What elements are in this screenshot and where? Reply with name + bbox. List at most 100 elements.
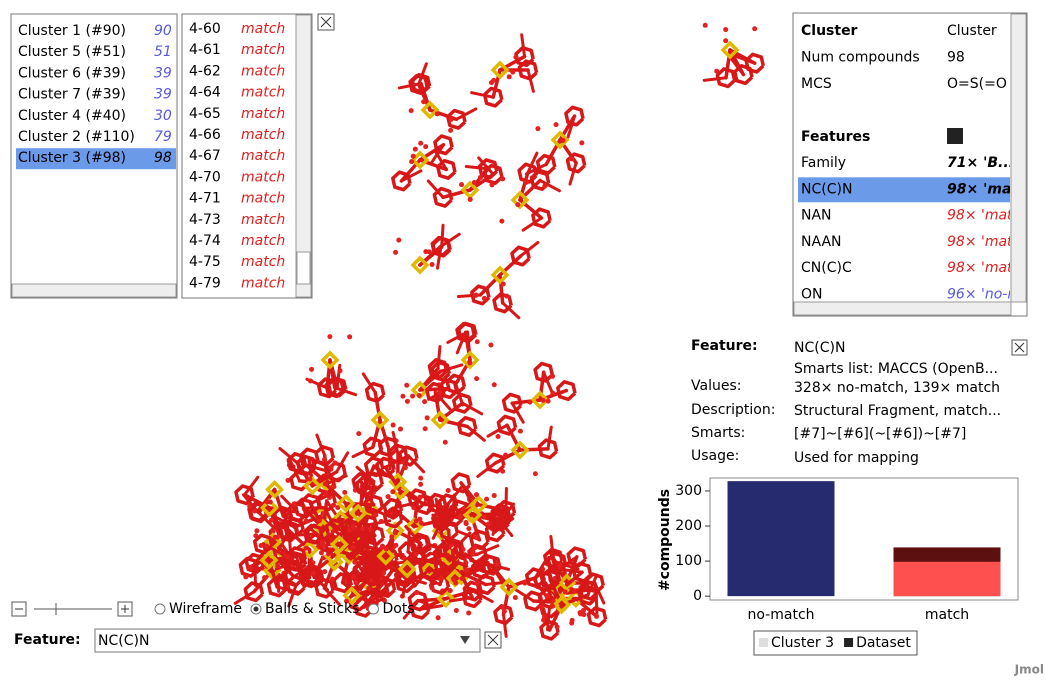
feature-key[interactable]: NAAN: [801, 234, 842, 250]
compound-id[interactable]: 4-71: [189, 191, 221, 207]
compound-value: match: [241, 85, 285, 101]
cluster-name[interactable]: Cluster 3 (#98): [18, 150, 126, 166]
atom: [391, 423, 396, 428]
atom: [409, 159, 414, 164]
compound-id[interactable]: 4-74: [189, 233, 221, 249]
compound-id[interactable]: 4-70: [189, 169, 221, 185]
display-mode[interactable]: Balls & Sticks: [265, 601, 359, 617]
molecule[interactable]: [393, 225, 459, 272]
atom: [522, 581, 527, 586]
atom: [466, 610, 471, 615]
feature-feature: NC(C)N: [794, 340, 845, 356]
compound-id[interactable]: 4-60: [189, 21, 221, 37]
feature-key[interactable]: NC(C)N: [801, 181, 852, 197]
atom: [581, 608, 586, 613]
atom: [351, 524, 356, 529]
atom: [594, 614, 599, 619]
atom: [411, 154, 416, 159]
atom: [413, 552, 418, 557]
atom: [356, 431, 361, 436]
feature-smarts-list: Smarts list: MACCS (OpenB...: [794, 361, 998, 377]
bond: [522, 35, 525, 57]
molecule[interactable]: [458, 242, 537, 317]
molecule[interactable]: [483, 556, 547, 636]
compound-id[interactable]: 4-75: [189, 254, 221, 270]
molecule[interactable]: [703, 23, 764, 87]
cluster-name[interactable]: Cluster 2 (#110): [18, 129, 135, 145]
radio-button[interactable]: [155, 604, 165, 614]
atom: [550, 604, 555, 609]
atom: [714, 69, 719, 74]
atom: [546, 399, 551, 404]
cluster-name[interactable]: Cluster 1 (#90): [18, 23, 126, 39]
atom: [307, 477, 312, 482]
atom: [321, 543, 326, 548]
compound-value: match: [241, 169, 285, 185]
molecule[interactable]: [307, 334, 356, 396]
features-header: Features: [801, 129, 870, 145]
table-key: Num compounds: [801, 50, 920, 66]
atom: [360, 526, 365, 531]
atom: [492, 382, 497, 387]
cluster-name[interactable]: Cluster 7 (#39): [18, 87, 126, 103]
cluster-name[interactable]: Cluster 5 (#51): [18, 44, 126, 60]
feature-key[interactable]: CN(C)C: [801, 260, 852, 276]
atom: [350, 545, 355, 550]
compound-id[interactable]: 4-61: [189, 42, 221, 58]
atom: [466, 526, 471, 531]
compound-id[interactable]: 4-73: [189, 212, 221, 228]
feature-key[interactable]: ON: [801, 287, 823, 303]
bond: [291, 534, 313, 535]
feature-key[interactable]: NAN: [801, 208, 832, 224]
feature-key[interactable]: Family: [801, 155, 846, 171]
compound-id[interactable]: 4-65: [189, 106, 221, 122]
compound-id[interactable]: 4-62: [189, 63, 221, 79]
bond: [528, 70, 533, 91]
molecule[interactable]: [472, 35, 537, 106]
feature-value: 71× 'B...: [947, 155, 1014, 171]
h-scrollbar[interactable]: [12, 284, 176, 297]
compound-id[interactable]: 4-66: [189, 127, 221, 143]
compound-id[interactable]: 4-67: [189, 148, 221, 164]
sort-button[interactable]: [947, 128, 963, 144]
table-value: O=S(=O: [947, 76, 1007, 92]
atom: [409, 108, 414, 113]
display-mode[interactable]: Wireframe: [169, 601, 242, 617]
atom: [404, 383, 409, 388]
atom: [327, 334, 332, 339]
display-mode[interactable]: Dots: [382, 601, 414, 617]
atom: [423, 426, 428, 431]
v-scrollbar[interactable]: [1011, 14, 1026, 302]
molecule[interactable]: [399, 64, 475, 133]
molecule[interactable]: [447, 323, 497, 405]
compound-id[interactable]: 4-64: [189, 85, 221, 101]
atom: [435, 111, 440, 116]
compound-id[interactable]: 4-79: [189, 275, 221, 291]
slider[interactable]: [34, 603, 112, 615]
scroll-thumb[interactable]: [297, 252, 310, 284]
atom: [454, 608, 459, 613]
cluster-name[interactable]: Cluster 4 (#40): [18, 108, 126, 124]
atom: [390, 489, 395, 494]
molecule[interactable]: [417, 384, 485, 445]
h-scrollbar[interactable]: [794, 302, 1011, 315]
atom: [309, 367, 314, 372]
atom: [311, 571, 316, 576]
molecule[interactable]: [478, 416, 557, 476]
feature-select[interactable]: [95, 629, 480, 652]
legend-label: Dataset: [856, 635, 911, 651]
atom: [527, 400, 532, 405]
cluster-name[interactable]: Cluster 6 (#39): [18, 65, 126, 81]
bond: [442, 225, 443, 247]
molecule[interactable]: [393, 136, 455, 190]
compound-value: match: [241, 212, 285, 228]
radio-button[interactable]: [368, 604, 378, 614]
molecule[interactable]: [499, 153, 559, 230]
feature-usage: Used for mapping: [794, 450, 919, 466]
molecule-viewer[interactable]: [235, 23, 763, 639]
legend-swatch: [844, 638, 853, 647]
table-value: 98: [947, 50, 965, 66]
atom: [275, 535, 280, 540]
molecule[interactable]: [504, 364, 575, 423]
